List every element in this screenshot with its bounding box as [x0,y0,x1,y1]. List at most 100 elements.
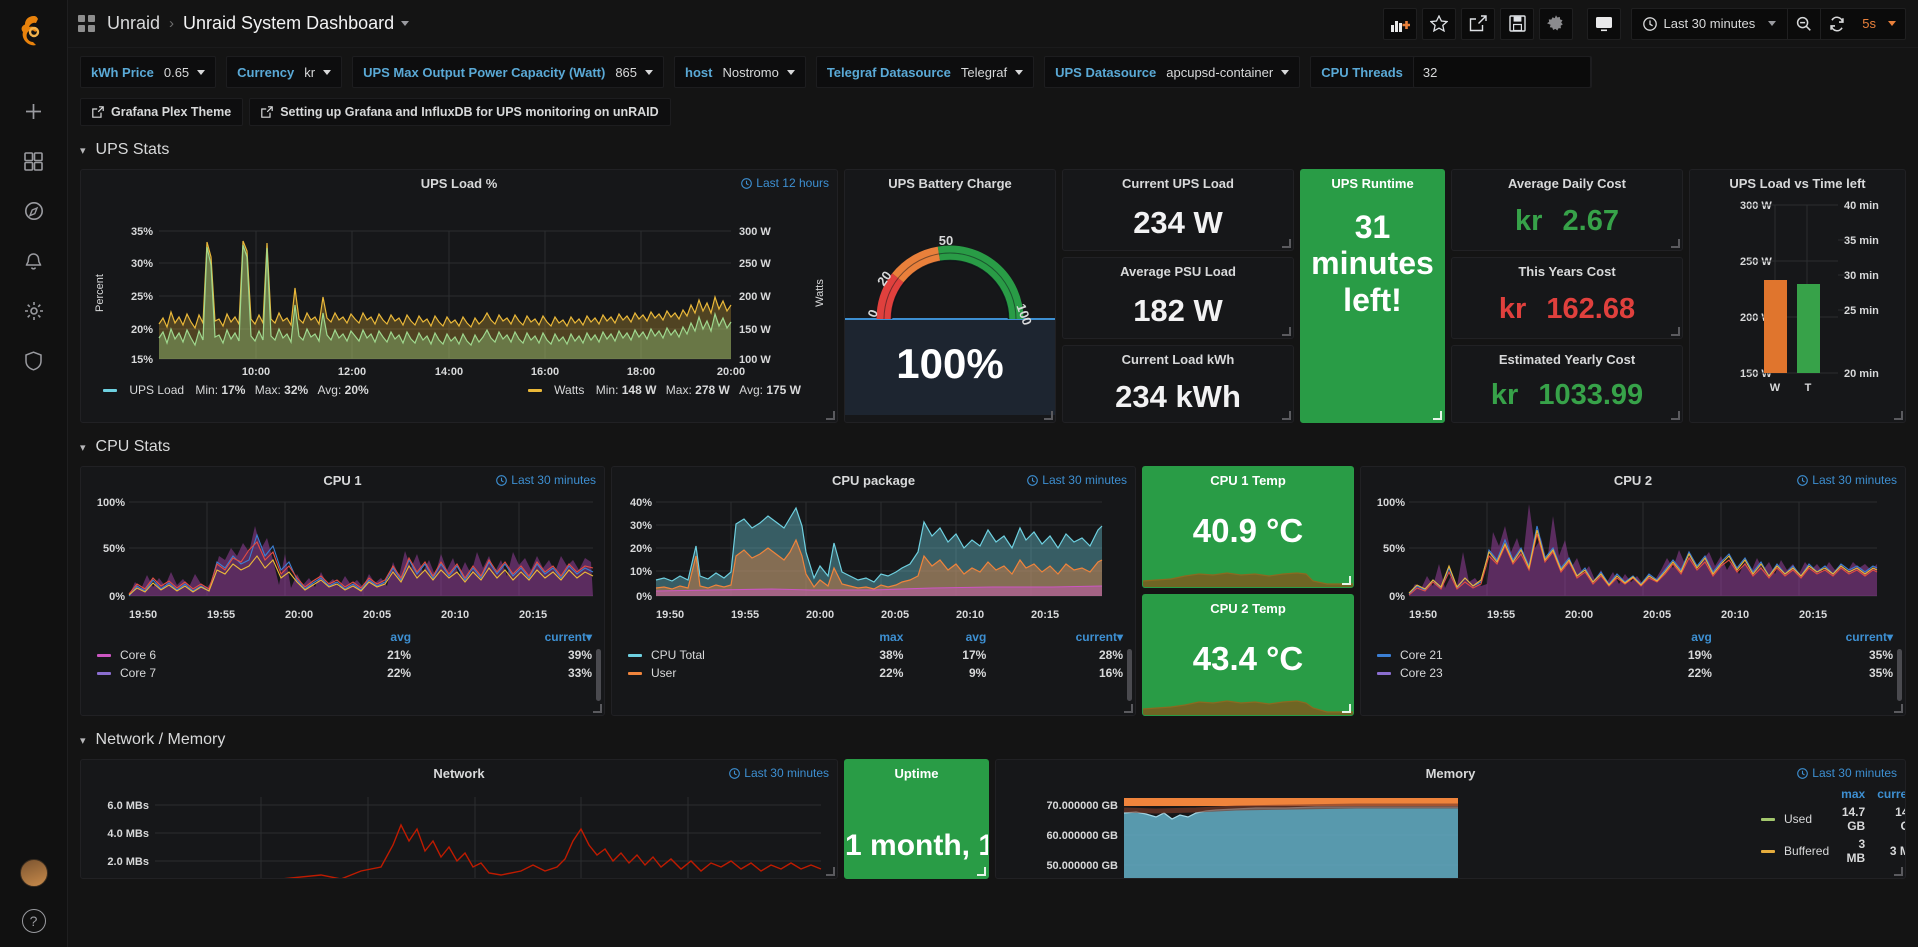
panel-time-override[interactable]: Last 12 hours [741,176,829,190]
panel-resize-handle[interactable] [1044,411,1053,420]
panel-resize-handle[interactable] [977,867,986,876]
row-header-cpu-stats[interactable]: ▾ CPU Stats [80,432,1906,462]
avatar[interactable] [19,859,48,887]
legend-row[interactable]: CPU Total 38% 17% 28% [622,646,1129,664]
dashboard-link-grafana-plex-theme[interactable]: Grafana Plex Theme [80,98,244,126]
grafana-logo-icon[interactable] [12,8,56,56]
legend-header-current[interactable]: current▾ [544,630,592,644]
variable-cpu-threads[interactable]: CPU Threads [1310,56,1592,88]
variable-value[interactable]: kr [304,65,341,80]
sidebar-item-dashboards[interactable] [12,136,56,186]
legend-swatch [628,672,642,676]
legend-row[interactable]: Core 7 22% 33% [91,664,598,682]
legend-row[interactable]: User 22% 9% 16% [622,664,1129,682]
legend-header-max[interactable]: max [1841,787,1866,801]
save-dashboard-button[interactable] [1500,7,1535,40]
variable-ups-max-output[interactable]: UPS Max Output Power Capacity (Watt) 865 [352,56,665,88]
sidebar-item-create[interactable] [12,86,56,136]
stat-value: 31 minutes left! [1311,209,1434,318]
variable-value[interactable]: Nostromo [722,65,804,80]
row-header-ups-stats[interactable]: ▾ UPS Stats [80,135,1906,165]
panel-resize-handle[interactable] [826,411,835,420]
apps-grid-icon[interactable] [78,15,95,32]
tv-mode-button[interactable] [1587,7,1622,40]
variable-telegraf-datasource[interactable]: Telegraf Datasource Telegraf [815,56,1035,88]
panel-resize-handle[interactable] [1282,239,1291,248]
legend-header-current[interactable]: current▾ [1845,630,1893,644]
stat-column-cost: Average Daily Cost kr 2.67 This Years Co… [1451,169,1683,423]
variable-value[interactable]: 865 [615,65,663,80]
refresh-dashboard-button[interactable] [1821,8,1853,40]
panel-resize-handle[interactable] [1342,576,1351,585]
variable-host[interactable]: host Nostromo [674,56,806,88]
panel-resize-handle[interactable] [1282,411,1291,420]
panel-resize-handle[interactable] [1671,411,1680,420]
dashboard-link-ups-monitoring-guide[interactable]: Setting up Grafana and InfluxDB for UPS … [249,98,671,126]
panel-resize-handle[interactable] [1282,327,1291,336]
panel-resize-handle[interactable] [1342,704,1351,713]
panel-time-override[interactable]: Last 30 minutes [1027,473,1127,487]
sidebar-item-alerting[interactable] [12,236,56,286]
panel-time-override[interactable]: Last 30 minutes [1797,766,1897,780]
add-panel-button[interactable] [1383,7,1418,40]
panel-network: Network Last 30 minutes 6.0 MBs 4.0 MBs … [80,759,838,879]
panel-time-override[interactable]: Last 30 minutes [1797,473,1897,487]
dashboard-settings-button[interactable] [1539,7,1574,40]
variable-label: UPS Max Output Power Capacity (Watt) [363,64,606,80]
sidebar-item-server-admin[interactable] [12,336,56,386]
legend-scrollbar[interactable] [1897,649,1902,701]
panel-title: Network [433,766,485,781]
panel-resize-handle[interactable] [593,704,602,713]
legend-row[interactable]: Core 23 22% 35% [1371,664,1899,682]
variable-value[interactable]: 0.65 [164,65,215,80]
cpu1-temp-sparkline [1143,572,1353,587]
panel-resize-handle[interactable] [1124,704,1133,713]
legend-scrollbar[interactable] [1127,649,1132,701]
chevron-down-icon [197,69,206,75]
cpu-threads-input[interactable] [1412,56,1591,88]
svg-text:0%: 0% [109,591,125,603]
panel-resize-handle[interactable] [1671,239,1680,248]
legend-row[interactable]: Buffered 3 MB 3 MB [1755,835,1905,867]
legend-scrollbar[interactable] [596,649,601,701]
refresh-interval-picker[interactable]: 5s [1853,16,1905,31]
svg-text:20:00: 20:00 [717,366,745,378]
variable-value[interactable]: apcupsd-container [1166,65,1299,80]
legend-row[interactable]: Core 6 21% 39% [91,646,598,664]
legend-header-avg[interactable]: avg [1691,630,1712,644]
row-header-network-memory[interactable]: ▾ Network / Memory [80,725,1906,755]
chevron-down-icon[interactable] [401,21,410,26]
zoom-out-time-range-button[interactable] [1788,8,1820,40]
panel-resize-handle[interactable] [1671,327,1680,336]
panel-time-override[interactable]: Last 30 minutes [729,766,829,780]
panel-time-override[interactable]: Last 30 minutes [496,473,596,487]
svg-text:50: 50 [939,233,953,248]
legend-row[interactable]: Core 21 19% 35% [1371,646,1899,664]
variable-ups-datasource[interactable]: UPS Datasource apcupsd-container [1044,56,1301,88]
share-dashboard-button[interactable] [1461,7,1496,40]
time-range-picker[interactable]: Last 30 minutes [1632,8,1787,40]
legend-header-current[interactable]: current▾ [1075,630,1123,644]
sidebar-item-configuration[interactable] [12,286,56,336]
panel-resize-handle[interactable] [1894,704,1903,713]
panel-resize-handle[interactable] [1894,867,1903,876]
breadcrumb-folder[interactable]: Unraid [107,13,161,33]
stat-prefix: kr [1498,293,1527,325]
help-icon[interactable]: ? [21,909,46,933]
legend-item-watts[interactable]: Watts Min: 148 W Max: 278 W Avg: 175 W [527,383,801,397]
legend-header-avg[interactable]: avg [965,630,987,644]
variable-currency[interactable]: Currency kr [226,56,343,88]
panel-resize-handle[interactable] [1433,411,1442,420]
legend-header-max[interactable]: max [879,630,904,644]
legend-item-ups-load[interactable]: UPS Load Min: 17% Max: 32% Avg: 20% [103,383,369,397]
variable-value[interactable]: Telegraf [961,65,1033,80]
legend-header-current[interactable]: current [1877,787,1905,801]
variable-kwh-price[interactable]: kWh Price 0.65 [80,56,217,88]
panel-resize-handle[interactable] [826,867,835,876]
panel-resize-handle[interactable] [1894,411,1903,420]
mark-favorite-button[interactable] [1422,7,1457,40]
legend-header-avg[interactable]: avg [390,630,412,644]
panel-title: UPS Load vs Time left [1729,176,1866,191]
sidebar-item-explore[interactable] [12,186,56,236]
legend-row[interactable]: Used 14.7 GB 14.7 GB [1755,803,1905,835]
